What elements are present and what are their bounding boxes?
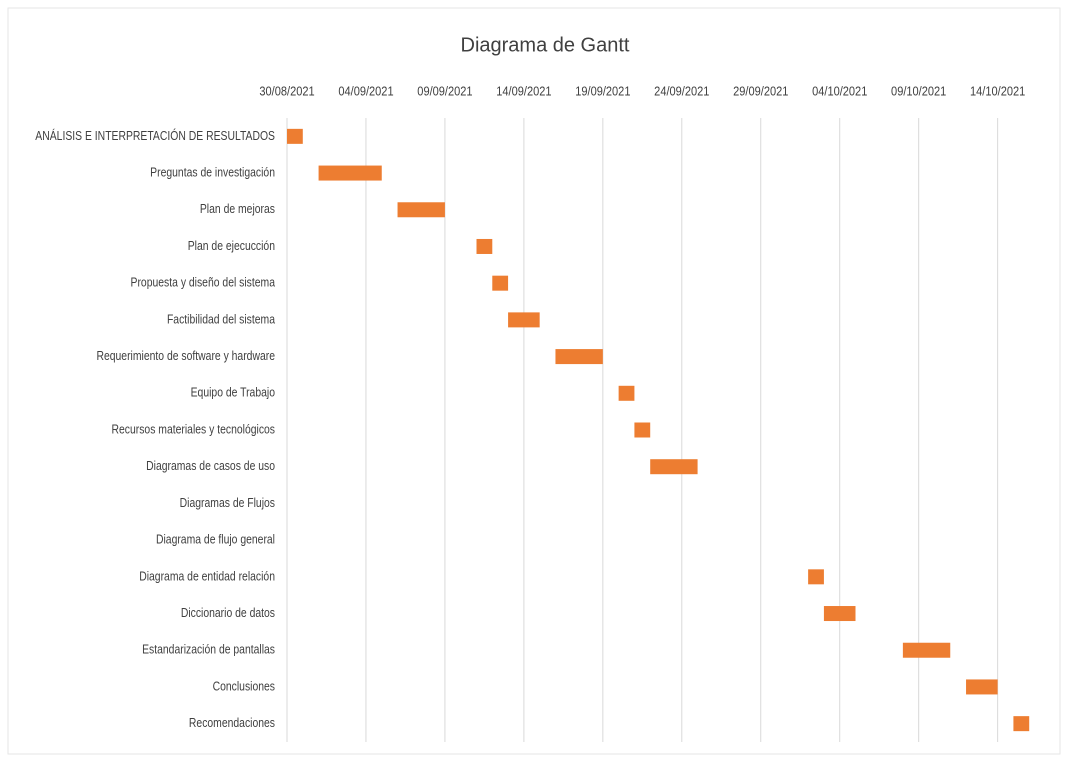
y-tick-label: Diagrama de flujo general <box>156 533 275 547</box>
bar <box>823 606 856 622</box>
y-tick-label: Conclusiones <box>213 679 276 693</box>
y-tick-label: Estandarización de pantallas <box>142 643 275 657</box>
x-tick-label: 14/09/2021 <box>496 84 551 99</box>
y-tick-label: Plan de ejecucción <box>188 239 275 253</box>
x-tick-label: 04/09/2021 <box>338 84 393 99</box>
y-tick-label: Equipo de Trabajo <box>191 386 276 400</box>
bar <box>966 679 998 695</box>
x-tick-label: 04/10/2021 <box>812 84 867 99</box>
y-tick-label: Recomendaciones <box>189 716 275 730</box>
bar <box>1013 716 1030 732</box>
bar <box>650 459 698 475</box>
y-tick-label: Diagramas de casos de uso <box>146 459 275 473</box>
bar <box>476 238 493 254</box>
x-tick-label: 29/09/2021 <box>733 84 788 99</box>
bar <box>287 128 303 144</box>
bar <box>508 312 540 328</box>
bar <box>397 202 445 218</box>
y-tick-label: Preguntas de investigación <box>150 165 275 179</box>
chart-title: Diagrama de Gantt <box>461 34 630 56</box>
y-tick-label: Diagramas de Flujos <box>180 496 275 510</box>
x-tick-label: 09/10/2021 <box>891 84 946 99</box>
y-tick-label: ANÁLISIS E INTERPRETACIÓN DE RESULTADOS <box>35 129 275 143</box>
bar <box>318 165 382 181</box>
x-tick-label: 09/09/2021 <box>417 84 472 99</box>
bar <box>555 349 603 365</box>
y-tick-label: Diccionario de datos <box>181 606 275 620</box>
chart-frame <box>7 7 1061 755</box>
x-tick-label: 24/09/2021 <box>654 84 709 99</box>
y-tick-label: Recursos materiales y tecnológicos <box>112 422 276 436</box>
bar <box>902 642 951 658</box>
y-tick-label: Plan de mejoras <box>200 202 275 216</box>
x-tick-label: 19/09/2021 <box>575 84 630 99</box>
x-tick-label: 30/08/2021 <box>259 84 314 99</box>
bar <box>492 275 509 291</box>
bar <box>808 569 824 585</box>
y-tick-label: Propuesta y diseño del sistema <box>131 276 276 290</box>
bar <box>618 385 635 401</box>
bar <box>634 422 651 438</box>
y-tick-label: Requerimiento de software y hardware <box>96 349 275 363</box>
y-tick-label: Factibilidad del sistema <box>167 312 275 326</box>
y-tick-label: Diagrama de entidad relación <box>139 569 275 583</box>
x-tick-label: 14/10/2021 <box>970 84 1025 99</box>
